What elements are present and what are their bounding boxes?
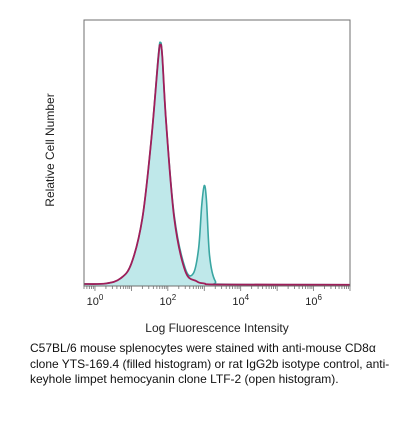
x-axis-label: Log Fluorescence Intensity [145,321,289,335]
x-tick-label: 100 [87,293,104,308]
figure-caption: C57BL/6 mouse splenocytes were stained w… [30,341,390,386]
x-axis-ticks: 100 102 104 106 [83,286,351,308]
series-layer [83,41,351,286]
x-tick-label: 102 [159,293,176,308]
x-tick-label: 106 [305,293,322,308]
filled-histogram-line [83,41,351,286]
histogram-chart: 100 102 104 106 [83,19,351,308]
filled-histogram-area [84,42,350,286]
y-axis-label: Relative Cell Number [43,93,57,207]
plot-frame [83,19,351,287]
y-axis-label-box: Relative Cell Number [30,20,70,280]
x-tick-label: 104 [232,293,249,308]
open-histogram-line [83,43,351,286]
